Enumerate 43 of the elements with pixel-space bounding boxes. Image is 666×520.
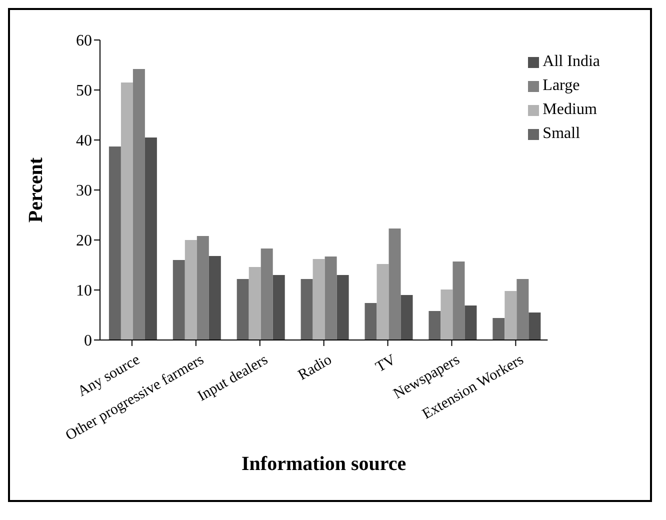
bar xyxy=(428,311,441,340)
legend-label: All India xyxy=(542,53,600,70)
bar xyxy=(492,318,505,340)
bar xyxy=(528,312,541,340)
bar xyxy=(400,295,413,340)
legend-label: Medium xyxy=(542,101,597,118)
y-tick-label: 30 xyxy=(76,182,92,200)
bar xyxy=(196,236,209,340)
bar xyxy=(312,259,325,340)
bar xyxy=(260,248,273,340)
bar xyxy=(504,291,517,340)
y-axis-title: Percent xyxy=(25,157,48,223)
y-tick-label: 0 xyxy=(84,332,92,350)
bar xyxy=(464,306,477,340)
y-tick-label: 50 xyxy=(76,82,92,100)
bar xyxy=(300,279,313,340)
bar xyxy=(516,279,529,340)
bar xyxy=(324,256,337,340)
y-tick-label: 60 xyxy=(76,32,92,50)
bar xyxy=(120,82,133,340)
bar xyxy=(364,303,377,340)
bar xyxy=(236,279,249,340)
y-tick-label: 20 xyxy=(76,232,92,250)
legend-label: Large xyxy=(542,77,580,94)
bar xyxy=(108,146,121,340)
bar xyxy=(208,256,221,340)
bar xyxy=(388,228,401,340)
bar xyxy=(248,267,261,340)
y-tick-label: 40 xyxy=(76,132,92,150)
bar xyxy=(132,69,145,340)
bar xyxy=(172,260,185,340)
x-tick-label: TV xyxy=(373,352,399,376)
bar xyxy=(452,262,465,340)
x-tick-label: Radio xyxy=(296,352,335,384)
bar xyxy=(440,290,453,340)
bar xyxy=(184,240,197,340)
bar xyxy=(376,264,389,340)
x-axis-title: Information source xyxy=(242,453,406,475)
bar xyxy=(336,275,349,340)
legend-label: Small xyxy=(542,125,580,142)
bar xyxy=(272,275,285,340)
y-tick-label: 10 xyxy=(76,282,92,300)
bar xyxy=(144,138,157,340)
